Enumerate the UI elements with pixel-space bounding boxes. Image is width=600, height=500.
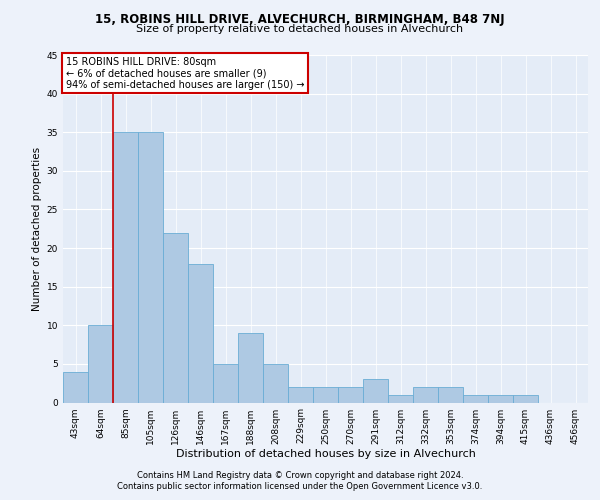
Bar (313, 387, 338, 402)
Bar (438, 387, 463, 402)
Text: Size of property relative to detached houses in Alvechurch: Size of property relative to detached ho… (136, 24, 464, 34)
Bar (363, 380, 388, 402)
Bar (63, 372, 88, 402)
Bar (388, 395, 413, 402)
X-axis label: Distribution of detached houses by size in Alvechurch: Distribution of detached houses by size … (176, 450, 475, 460)
Bar (488, 395, 513, 402)
Bar (513, 395, 538, 402)
Text: 15 ROBINS HILL DRIVE: 80sqm
← 6% of detached houses are smaller (9)
94% of semi-: 15 ROBINS HILL DRIVE: 80sqm ← 6% of deta… (65, 56, 304, 90)
Bar (213, 364, 238, 403)
Bar (338, 387, 363, 402)
Text: 15, ROBINS HILL DRIVE, ALVECHURCH, BIRMINGHAM, B48 7NJ: 15, ROBINS HILL DRIVE, ALVECHURCH, BIRMI… (95, 12, 505, 26)
Bar (238, 333, 263, 402)
Text: Contains HM Land Registry data © Crown copyright and database right 2024.: Contains HM Land Registry data © Crown c… (137, 471, 463, 480)
Bar (113, 132, 138, 402)
Bar (163, 232, 188, 402)
Bar (413, 387, 438, 402)
Bar (288, 387, 313, 402)
Bar (188, 264, 213, 402)
Bar (88, 326, 113, 402)
Bar (263, 364, 288, 403)
Y-axis label: Number of detached properties: Number of detached properties (32, 146, 43, 311)
Bar (138, 132, 163, 402)
Text: Contains public sector information licensed under the Open Government Licence v3: Contains public sector information licen… (118, 482, 482, 491)
Bar (463, 395, 488, 402)
